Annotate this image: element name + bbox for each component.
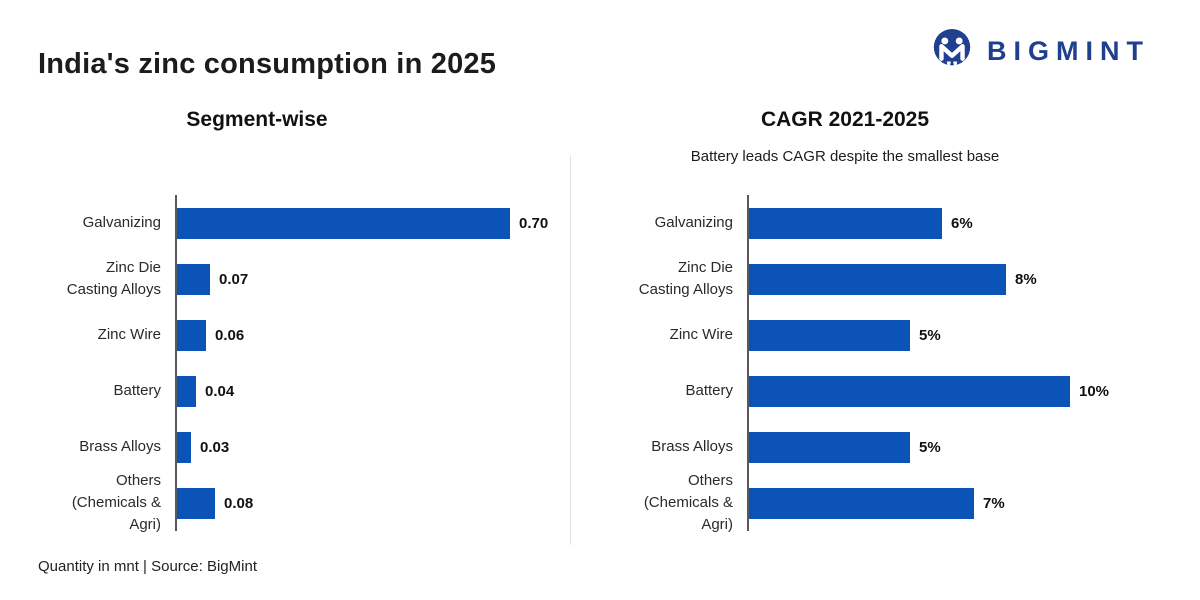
- bar: [749, 207, 942, 239]
- bar-track: 8%: [747, 251, 1170, 307]
- bar-track: 6%: [747, 195, 1170, 251]
- category-label: Zinc Wire: [669, 326, 733, 344]
- cagr-chart: CAGR 2021-2025 Battery leads CAGR despit…: [610, 108, 1170, 533]
- value-label: 6%: [951, 214, 973, 232]
- segment-wise-chart: Segment-wise Galvanizing 0.70 Zinc Die Cas…: [38, 108, 570, 533]
- category-label: Others (Chemicals & Agri): [643, 472, 733, 533]
- chart-row: Zinc Wire 5%: [610, 307, 1170, 363]
- category-label: Zinc Die Casting Alloys: [66, 259, 161, 298]
- chart-subtitle-cagr: Battery leads CAGR despite the smallest …: [690, 148, 1000, 165]
- bar: [177, 319, 206, 351]
- bar-track: 10%: [747, 363, 1170, 419]
- chart-row: Zinc Die Casting Alloys 0.07: [38, 251, 570, 307]
- bar: [749, 319, 910, 351]
- category-label: Galvanizing: [654, 214, 733, 232]
- source-note: Quantity in mnt | Source: BigMint: [38, 558, 257, 575]
- bar: [749, 375, 1070, 407]
- chart-row: Brass Alloys 5%: [610, 419, 1170, 475]
- chart-title-cagr: CAGR 2021-2025: [760, 108, 930, 131]
- value-label: 0.08: [224, 494, 254, 512]
- chart-row: Battery 0.04: [38, 363, 570, 419]
- cagr-chart-plot: Galvanizing 6% Zinc Die Casting Alloys 8% Zi…: [610, 195, 1170, 533]
- bar: [749, 263, 1006, 295]
- bar-track: 0.07: [175, 251, 570, 307]
- bar: [177, 487, 215, 519]
- category-label: Zinc Wire: [97, 326, 161, 344]
- bar-track: 0.08: [175, 475, 570, 531]
- chart-row: Zinc Wire 0.06: [38, 307, 570, 363]
- value-label: 5%: [919, 438, 941, 456]
- value-label: 10%: [1079, 382, 1110, 400]
- bigmint-logo-icon: [929, 26, 975, 76]
- bar: [177, 375, 196, 407]
- value-label: 0.03: [200, 438, 230, 456]
- segment-wise-chart-plot: Galvanizing 0.70 Zinc Die Casting Alloys 0.…: [38, 195, 570, 533]
- value-label: 0.04: [205, 382, 235, 400]
- bar: [177, 431, 191, 463]
- bar-track: 5%: [747, 307, 1170, 363]
- page-title: India's zinc consumption in 2025: [38, 48, 497, 80]
- brand-logo: BIGMINT: [929, 26, 1150, 76]
- chart-row: Others (Chemicals & Agri) 7%: [610, 472, 1170, 533]
- chart-row: Battery 10%: [610, 363, 1170, 419]
- bar: [749, 431, 910, 463]
- bar-track: 5%: [747, 419, 1170, 475]
- category-label: Others (Chemicals & Agri): [71, 472, 161, 533]
- bar-track: 7%: [747, 475, 1170, 531]
- category-label: Brass Alloys: [651, 438, 733, 456]
- bar-track: 0.06: [175, 307, 570, 363]
- chart-row: Others (Chemicals & Agri) 0.08: [38, 472, 570, 533]
- bar-track: 0.03: [175, 419, 570, 475]
- chart-row: Galvanizing 6%: [610, 195, 1170, 251]
- bar: [177, 207, 510, 239]
- value-label: 8%: [1015, 270, 1037, 288]
- value-label: 0.70: [519, 214, 549, 232]
- bar: [749, 487, 974, 519]
- bar: [177, 263, 210, 295]
- value-label: 0.06: [215, 326, 245, 344]
- category-label: Galvanizing: [82, 214, 161, 232]
- category-label: Battery: [113, 382, 161, 400]
- bar-track: 0.04: [175, 363, 570, 419]
- category-label: Brass Alloys: [79, 438, 161, 456]
- value-label: 5%: [919, 326, 941, 344]
- panel-divider: [570, 155, 571, 545]
- chart-row: Brass Alloys 0.03: [38, 419, 570, 475]
- chart-title-segment-wise: Segment-wise: [186, 108, 328, 131]
- chart-row: Zinc Die Casting Alloys 8%: [610, 251, 1170, 307]
- brand-name: BIGMINT: [987, 35, 1150, 66]
- category-label: Zinc Die Casting Alloys: [638, 259, 733, 298]
- value-label: 7%: [983, 494, 1005, 512]
- bar-track: 0.70: [175, 195, 570, 251]
- value-label: 0.07: [219, 270, 249, 288]
- category-label: Battery: [685, 382, 733, 400]
- chart-row: Galvanizing 0.70: [38, 195, 570, 251]
